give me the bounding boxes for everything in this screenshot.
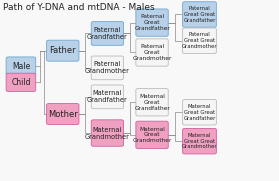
Text: Maternal
Great Great
Grandfather: Maternal Great Great Grandfather xyxy=(183,104,216,121)
FancyBboxPatch shape xyxy=(182,28,217,54)
FancyBboxPatch shape xyxy=(182,129,217,154)
Text: Paternal
Great
Grandfather: Paternal Great Grandfather xyxy=(134,14,170,31)
Text: Maternal
Grandfather: Maternal Grandfather xyxy=(87,90,128,103)
Text: Father: Father xyxy=(49,46,76,55)
FancyBboxPatch shape xyxy=(136,89,168,116)
Text: Male: Male xyxy=(12,62,30,71)
FancyBboxPatch shape xyxy=(182,100,217,125)
Text: Paternal
Great
Grandmother: Paternal Great Grandmother xyxy=(132,44,172,61)
Text: Child: Child xyxy=(11,78,31,87)
FancyBboxPatch shape xyxy=(91,56,124,80)
Text: Path of Y-DNA and mtDNA - Males: Path of Y-DNA and mtDNA - Males xyxy=(3,3,154,12)
Text: Maternal
Grandmother: Maternal Grandmother xyxy=(85,127,130,140)
Text: Paternal
Grandfather: Paternal Grandfather xyxy=(87,27,128,40)
Text: Maternal
Great
Grandmother: Maternal Great Grandmother xyxy=(132,127,172,143)
Text: Paternal
Great Great
Grandfather: Paternal Great Great Grandfather xyxy=(183,6,216,23)
FancyBboxPatch shape xyxy=(91,22,124,45)
FancyBboxPatch shape xyxy=(91,120,124,146)
Text: Paternal
Grandmother: Paternal Grandmother xyxy=(85,61,130,74)
Text: Mother: Mother xyxy=(48,110,78,119)
FancyBboxPatch shape xyxy=(136,121,168,148)
FancyBboxPatch shape xyxy=(47,40,79,61)
FancyBboxPatch shape xyxy=(136,9,168,36)
FancyBboxPatch shape xyxy=(6,73,36,92)
Text: Maternal
Great Great
Grandmother: Maternal Great Great Grandmother xyxy=(182,133,217,150)
FancyBboxPatch shape xyxy=(6,57,36,75)
FancyBboxPatch shape xyxy=(91,85,124,109)
FancyBboxPatch shape xyxy=(136,39,168,66)
Text: Maternal
Great
Grandfather: Maternal Great Grandfather xyxy=(134,94,170,111)
Text: Paternal
Great Great
Grandmother: Paternal Great Great Grandmother xyxy=(182,32,217,49)
FancyBboxPatch shape xyxy=(47,104,79,125)
FancyBboxPatch shape xyxy=(182,2,217,27)
